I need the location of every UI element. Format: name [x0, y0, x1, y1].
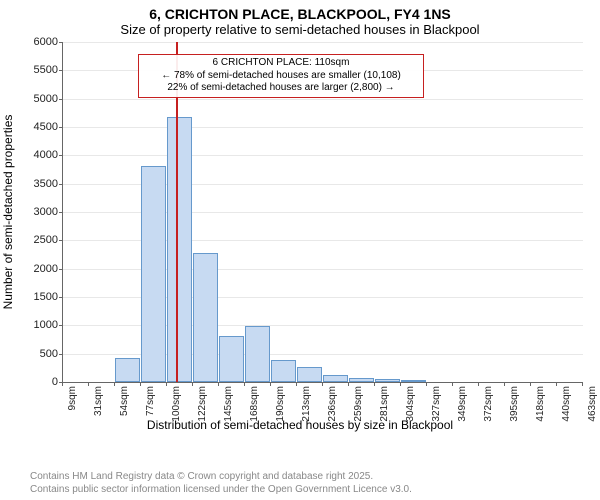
histogram-bar	[271, 360, 296, 382]
y-tick-mark	[59, 325, 63, 326]
x-tick-mark	[244, 382, 245, 386]
y-tick-label: 5500	[8, 64, 58, 76]
y-tick-mark	[59, 212, 63, 213]
annotation-box: 6 CRICHTON PLACE: 110sqm ← 78% of semi-d…	[138, 54, 424, 98]
x-tick-label: 54sqm	[119, 386, 130, 416]
title-sub: Size of property relative to semi-detach…	[0, 22, 600, 41]
y-tick-label: 4000	[8, 149, 58, 161]
x-tick-mark	[582, 382, 583, 386]
y-tick-mark	[59, 155, 63, 156]
gridline	[63, 155, 583, 156]
x-tick-label: 77sqm	[145, 386, 156, 416]
x-tick-marks	[62, 382, 582, 386]
y-tick-label: 5000	[8, 93, 58, 105]
license-line-1: Contains HM Land Registry data © Crown c…	[30, 471, 412, 484]
y-tick-mark	[59, 269, 63, 270]
x-tick-mark	[88, 382, 89, 386]
x-tick-mark	[166, 382, 167, 386]
y-tick-label: 500	[8, 348, 58, 360]
y-tick-mark	[59, 99, 63, 100]
x-tick-label: 259sqm	[353, 386, 364, 422]
x-tick-mark	[114, 382, 115, 386]
x-tick-mark	[556, 382, 557, 386]
x-tick-label: 9sqm	[67, 386, 78, 410]
y-tick-label: 3000	[8, 206, 58, 218]
y-tick-label: 1500	[8, 291, 58, 303]
x-tick-label: 395sqm	[509, 386, 520, 422]
x-tick-label: 418sqm	[535, 386, 546, 422]
y-tick-mark	[59, 297, 63, 298]
x-tick-mark	[270, 382, 271, 386]
x-tick-label: 463sqm	[587, 386, 598, 422]
x-tick-mark	[400, 382, 401, 386]
x-tick-mark	[296, 382, 297, 386]
x-tick-mark	[426, 382, 427, 386]
histogram-bar	[141, 166, 166, 382]
x-tick-mark	[478, 382, 479, 386]
y-tick-mark	[59, 354, 63, 355]
title-main: 6, CRICHTON PLACE, BLACKPOOL, FY4 1NS	[0, 0, 600, 22]
x-tick-mark	[530, 382, 531, 386]
x-tick-mark	[504, 382, 505, 386]
x-tick-mark	[322, 382, 323, 386]
x-tick-label: 236sqm	[327, 386, 338, 422]
x-tick-label: 281sqm	[379, 386, 390, 422]
gridline	[63, 127, 583, 128]
x-tick-label: 213sqm	[301, 386, 312, 422]
histogram-bar	[115, 358, 140, 382]
annotation-line-2: ← 78% of semi-detached houses are smalle…	[143, 70, 419, 83]
gridline	[63, 99, 583, 100]
x-tick-label: 372sqm	[483, 386, 494, 422]
x-tick-label: 327sqm	[431, 386, 442, 422]
y-tick-label: 2500	[8, 234, 58, 246]
x-tick-label: 190sqm	[275, 386, 286, 422]
histogram-bar	[323, 375, 348, 382]
histogram-bar	[297, 367, 322, 382]
x-tick-mark	[452, 382, 453, 386]
license-text: Contains HM Land Registry data © Crown c…	[30, 471, 412, 496]
license-line-2: Contains public sector information licen…	[30, 484, 412, 497]
x-tick-label: 100sqm	[171, 386, 182, 422]
x-tick-label: 440sqm	[561, 386, 572, 422]
x-tick-label: 304sqm	[405, 386, 416, 422]
y-tick-label: 1000	[8, 319, 58, 331]
histogram-bar	[167, 117, 192, 382]
x-axis-label: Distribution of semi-detached houses by …	[0, 418, 600, 432]
x-tick-mark	[218, 382, 219, 386]
x-tick-mark	[192, 382, 193, 386]
y-tick-mark	[59, 240, 63, 241]
x-tick-label: 349sqm	[457, 386, 468, 422]
plot-area: 6 CRICHTON PLACE: 110sqm ← 78% of semi-d…	[62, 42, 583, 383]
x-tick-label: 31sqm	[93, 386, 104, 416]
histogram-bar	[219, 336, 244, 382]
x-tick-mark	[348, 382, 349, 386]
x-tick-mark	[374, 382, 375, 386]
histogram-bar	[193, 253, 218, 382]
chart-container: Number of semi-detached properties 6 CRI…	[0, 42, 600, 432]
y-tick-mark	[59, 70, 63, 71]
y-tick-label: 6000	[8, 36, 58, 48]
x-tick-mark	[140, 382, 141, 386]
gridline	[63, 42, 583, 43]
x-tick-mark	[62, 382, 63, 386]
y-tick-label: 3500	[8, 178, 58, 190]
histogram-bar	[245, 326, 270, 382]
y-tick-mark	[59, 42, 63, 43]
annotation-line-3: 22% of semi-detached houses are larger (…	[143, 82, 419, 95]
x-tick-label: 122sqm	[197, 386, 208, 422]
y-tick-label: 4500	[8, 121, 58, 133]
x-tick-label: 145sqm	[223, 386, 234, 422]
x-tick-label: 168sqm	[249, 386, 260, 422]
y-tick-label: 0	[8, 376, 58, 388]
y-tick-mark	[59, 127, 63, 128]
annotation-line-1: 6 CRICHTON PLACE: 110sqm	[143, 57, 419, 70]
y-tick-label: 2000	[8, 263, 58, 275]
y-tick-mark	[59, 184, 63, 185]
